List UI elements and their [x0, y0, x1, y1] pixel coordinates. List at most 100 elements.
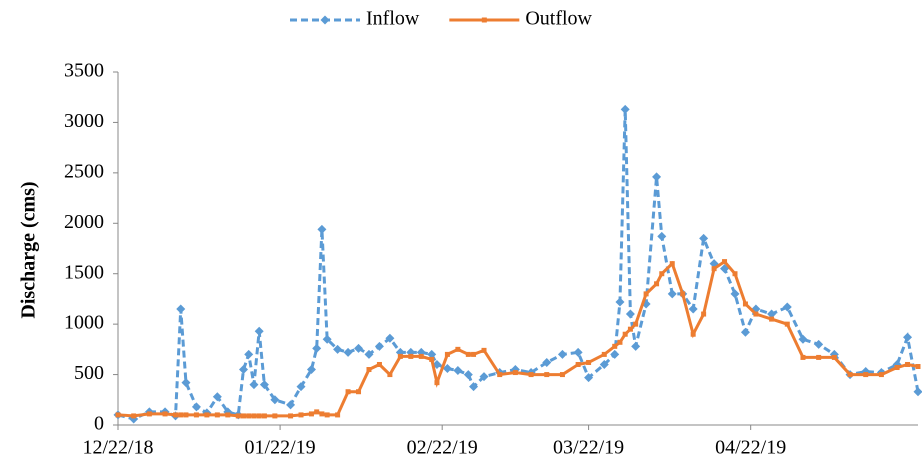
marker: [176, 304, 186, 314]
marker: [627, 326, 633, 332]
marker: [455, 346, 461, 352]
marker: [465, 351, 471, 357]
marker: [191, 402, 201, 412]
marker: [657, 231, 667, 241]
marker: [659, 271, 665, 277]
marker: [296, 382, 306, 392]
marker: [298, 412, 304, 418]
y-tick-label: 2500: [64, 160, 104, 182]
marker: [863, 372, 869, 378]
marker: [272, 413, 278, 419]
y-axis-label: Discharge (cms): [18, 181, 40, 318]
legend-label: Inflow: [366, 8, 420, 30]
marker: [345, 389, 351, 395]
marker: [374, 341, 384, 351]
marker: [667, 289, 677, 299]
marker: [418, 353, 424, 359]
legend-label: Outflow: [525, 8, 592, 30]
marker: [317, 224, 327, 234]
marker: [333, 344, 343, 354]
x-tick-label: 01/22/19: [245, 437, 316, 459]
marker: [288, 413, 294, 419]
marker: [193, 412, 199, 418]
marker: [669, 261, 675, 267]
marker: [690, 331, 696, 337]
marker: [816, 354, 822, 360]
marker: [235, 413, 241, 419]
marker: [204, 412, 210, 418]
marker: [183, 412, 189, 418]
marker: [469, 382, 479, 392]
marker: [319, 411, 325, 417]
marker: [688, 304, 698, 314]
marker: [575, 361, 581, 367]
marker: [559, 372, 565, 378]
marker: [434, 380, 440, 386]
marker: [385, 333, 395, 343]
marker: [471, 351, 477, 357]
marker: [615, 297, 625, 307]
marker: [178, 412, 184, 418]
marker: [335, 412, 341, 418]
marker: [322, 334, 332, 344]
marker: [730, 289, 740, 299]
marker: [573, 347, 583, 357]
x-tick-label: 12/22/18: [82, 437, 153, 459]
marker: [479, 372, 489, 382]
marker: [699, 233, 709, 243]
marker: [680, 291, 686, 297]
marker: [162, 411, 168, 417]
marker: [878, 372, 884, 378]
marker: [115, 412, 121, 418]
marker: [442, 364, 452, 374]
marker: [429, 356, 435, 362]
marker: [364, 349, 374, 359]
marker: [542, 357, 552, 367]
marker: [173, 412, 179, 418]
marker: [631, 341, 641, 351]
marker: [238, 365, 248, 375]
marker: [131, 413, 137, 419]
marker: [251, 413, 257, 419]
marker: [625, 309, 635, 319]
marker: [610, 349, 620, 359]
y-tick-label: 2000: [64, 211, 104, 233]
marker: [643, 291, 649, 297]
marker: [249, 380, 259, 390]
marker: [633, 321, 639, 327]
marker: [903, 332, 913, 342]
marker: [831, 354, 837, 360]
marker: [894, 365, 900, 371]
marker: [617, 339, 623, 345]
marker: [528, 372, 534, 378]
marker: [732, 271, 738, 277]
marker: [343, 347, 353, 357]
marker: [212, 392, 222, 402]
marker: [314, 409, 320, 415]
marker: [584, 373, 594, 383]
marker: [742, 301, 748, 307]
marker: [408, 353, 414, 359]
x-tick-label: 02/22/19: [407, 437, 478, 459]
marker: [512, 370, 518, 376]
marker: [814, 339, 824, 349]
marker: [308, 411, 314, 417]
marker: [320, 15, 330, 25]
marker: [463, 370, 473, 380]
marker: [256, 413, 262, 419]
marker: [915, 364, 921, 370]
y-tick-label: 3000: [64, 110, 104, 132]
y-tick-label: 0: [94, 413, 104, 435]
marker: [612, 343, 618, 349]
marker: [181, 378, 191, 388]
marker: [654, 281, 660, 287]
series-line: [117, 259, 919, 418]
marker: [769, 316, 775, 322]
marker: [782, 302, 792, 312]
marker: [312, 343, 322, 353]
marker: [905, 361, 911, 367]
marker: [847, 372, 853, 378]
marker: [244, 349, 254, 359]
marker: [453, 366, 463, 376]
